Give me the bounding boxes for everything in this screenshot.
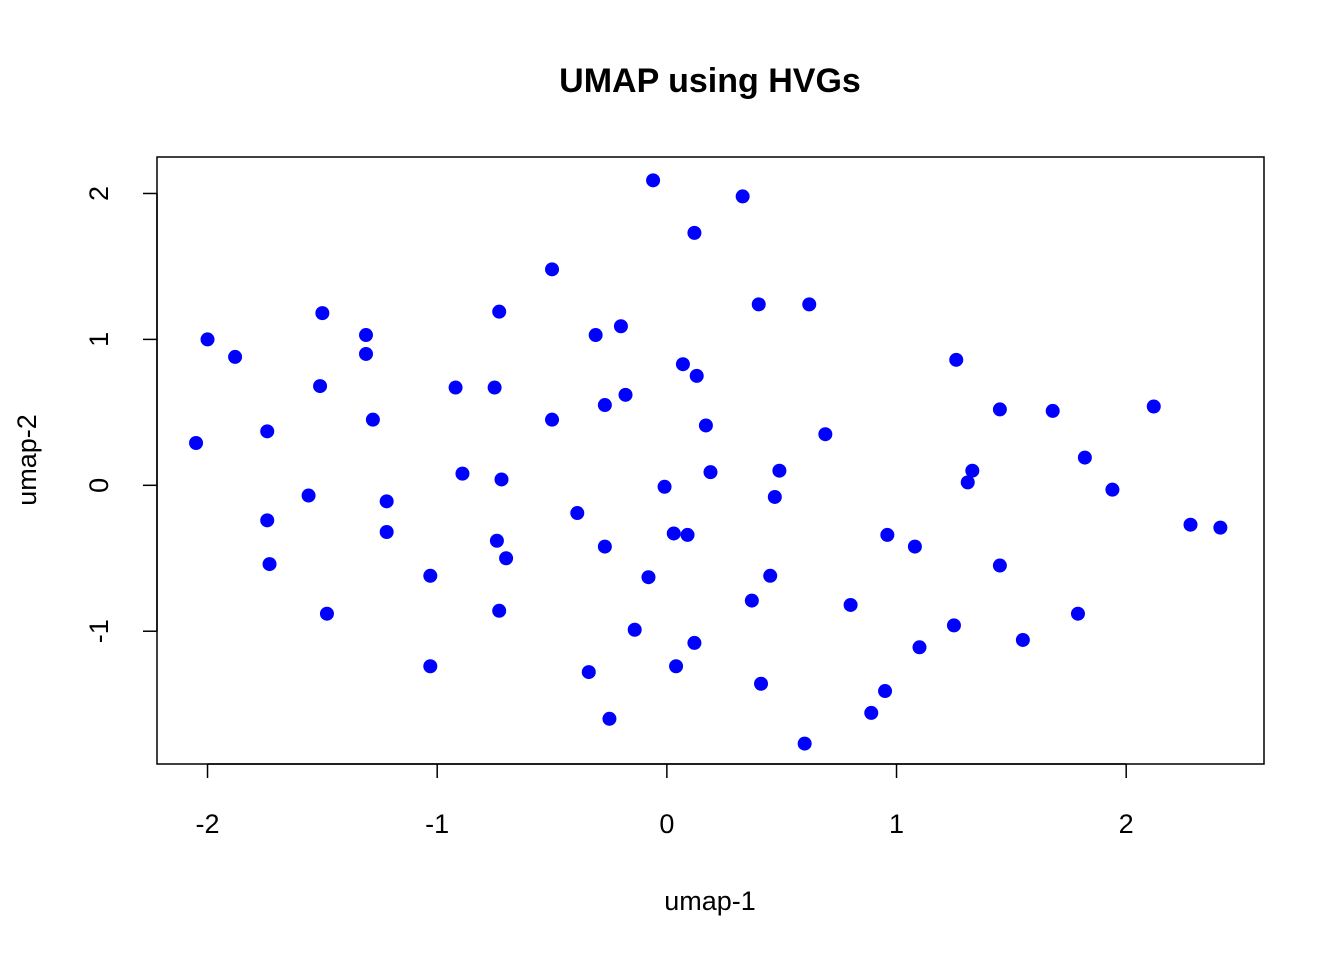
data-point: [669, 659, 684, 674]
data-point: [703, 465, 718, 480]
data-point: [200, 332, 215, 347]
x-axis-label: umap-1: [664, 886, 756, 916]
data-point: [698, 418, 713, 433]
data-point: [319, 606, 334, 621]
data-point: [992, 558, 1007, 573]
data-points: [189, 173, 1228, 751]
data-point: [767, 489, 782, 504]
x-axis: -2 -1 0 1 2: [196, 763, 1134, 839]
x-tick-label: 1: [889, 809, 904, 839]
data-point: [487, 380, 502, 395]
data-point: [613, 319, 628, 334]
data-point: [358, 328, 373, 343]
data-point: [455, 466, 470, 481]
data-point: [763, 568, 778, 583]
data-point: [597, 539, 612, 554]
data-point: [423, 659, 438, 674]
data-point: [878, 684, 893, 699]
data-point: [744, 593, 759, 608]
data-point: [864, 705, 879, 720]
data-point: [570, 506, 585, 521]
data-point: [228, 349, 243, 364]
x-tick-label: -1: [425, 809, 449, 839]
data-point: [627, 622, 642, 637]
data-point: [489, 533, 504, 548]
data-point: [1213, 520, 1228, 535]
data-point: [262, 557, 277, 572]
data-point: [689, 368, 704, 383]
data-point: [313, 379, 328, 394]
data-point: [666, 526, 681, 541]
data-point: [545, 262, 560, 277]
data-point: [499, 551, 514, 566]
data-point: [646, 173, 661, 188]
data-point: [1105, 482, 1120, 497]
data-point: [680, 527, 695, 542]
data-point: [492, 304, 507, 319]
data-point: [301, 488, 316, 503]
data-point: [260, 513, 275, 528]
plot-frame: [156, 156, 1265, 765]
data-point: [260, 424, 275, 439]
data-point: [618, 387, 633, 402]
data-point: [315, 306, 330, 321]
y-tick-label: -1: [84, 619, 114, 643]
y-axis: -1 0 1 2: [84, 186, 158, 643]
x-tick-label: 0: [659, 809, 674, 839]
chart-title: UMAP using HVGs: [559, 62, 861, 100]
data-point: [818, 427, 833, 442]
data-point: [949, 352, 964, 367]
data-point: [960, 475, 975, 490]
data-point: [965, 463, 980, 478]
data-point: [1045, 403, 1060, 418]
data-point: [880, 527, 895, 542]
data-point: [379, 494, 394, 509]
data-point: [912, 640, 927, 655]
data-point: [189, 435, 204, 450]
data-point: [588, 328, 603, 343]
data-point: [687, 225, 702, 240]
data-point: [1077, 450, 1092, 465]
data-point: [754, 676, 769, 691]
data-point: [1070, 606, 1085, 621]
y-axis-label: umap-2: [12, 414, 42, 506]
data-point: [802, 297, 817, 312]
data-point: [907, 539, 922, 554]
x-tick-label: -2: [196, 809, 220, 839]
x-tick-label: 2: [1119, 809, 1134, 839]
data-point: [772, 463, 787, 478]
y-tick-label: 1: [84, 332, 114, 347]
data-point: [545, 412, 560, 427]
data-point: [797, 736, 812, 751]
y-tick-label: 0: [84, 478, 114, 493]
data-point: [751, 297, 766, 312]
data-point: [423, 568, 438, 583]
data-point: [597, 398, 612, 413]
y-tick-label: 2: [84, 186, 114, 201]
data-point: [657, 479, 672, 494]
data-point: [602, 711, 617, 726]
data-point: [735, 189, 750, 204]
data-point: [843, 597, 858, 612]
data-point: [365, 412, 380, 427]
data-point: [581, 665, 596, 680]
data-point: [358, 346, 373, 361]
data-point: [494, 472, 509, 487]
data-point: [379, 524, 394, 539]
data-point: [687, 635, 702, 650]
data-point: [1015, 632, 1030, 647]
data-point: [492, 603, 507, 618]
data-point: [946, 618, 961, 633]
data-point: [1183, 517, 1198, 532]
data-point: [448, 380, 463, 395]
data-point: [641, 570, 656, 585]
data-point: [1146, 399, 1161, 414]
data-point: [992, 402, 1007, 417]
data-point: [675, 357, 690, 372]
